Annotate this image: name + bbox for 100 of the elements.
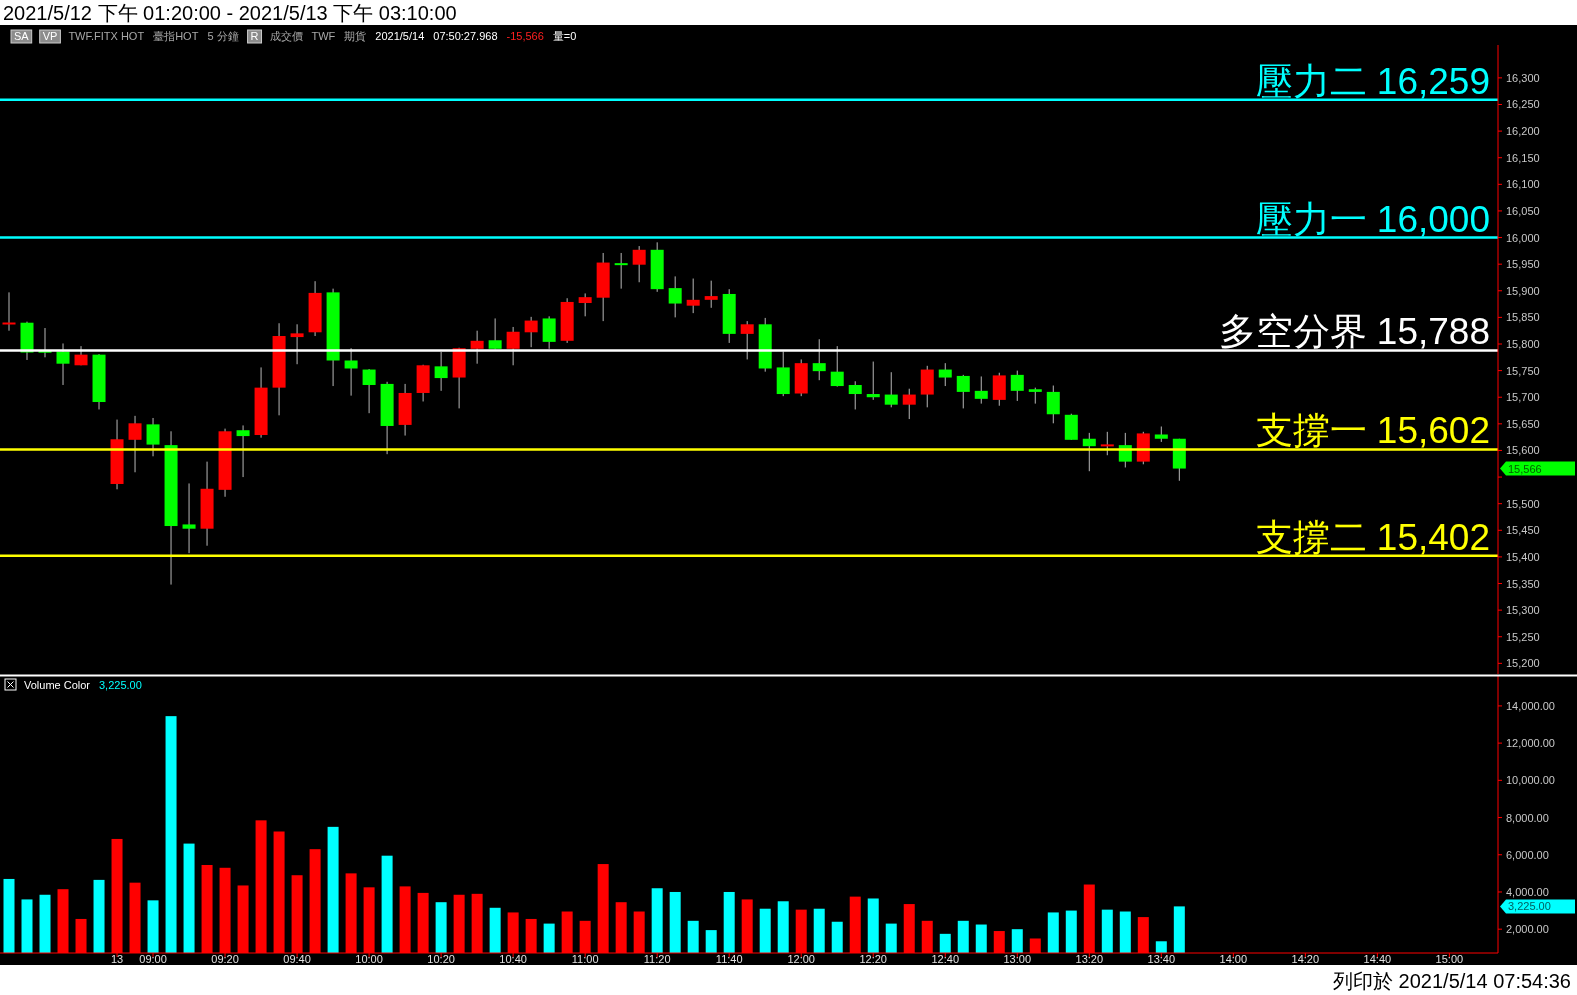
x-tick-label: 13:20 xyxy=(1075,953,1104,965)
annotation: 3,225.00 xyxy=(99,679,142,691)
x-tick-label: 10:40 xyxy=(499,953,527,965)
candlestick xyxy=(884,371,898,408)
y-tick-label: 15,650 xyxy=(1506,417,1540,430)
y-tick-label: 16,200 xyxy=(1506,125,1540,138)
y-tick-label: 16,000 xyxy=(1506,231,1540,244)
y-tick-label: 15,600 xyxy=(1506,444,1540,457)
text: 量=0 xyxy=(552,30,577,42)
x-tick-label: 14:20 xyxy=(1291,953,1320,965)
x-tick-label: 12:20 xyxy=(859,953,887,965)
text: SA xyxy=(14,30,30,42)
y-tick-label: 16,300 xyxy=(1506,71,1540,84)
text: -15,566 xyxy=(506,30,544,42)
candlestick xyxy=(848,380,862,410)
x-tick-label: 10:20 xyxy=(427,953,455,965)
text: TWF.FITX HOT xyxy=(68,30,145,42)
ref-line-label: 支撐一 15,602 xyxy=(1255,410,1490,452)
candlestick xyxy=(902,388,916,420)
y-tick-label: 16,150 xyxy=(1506,151,1540,164)
text: 3,225.00 xyxy=(1508,900,1551,913)
ref-line-label: 壓力二 16,259 xyxy=(1255,60,1490,102)
y-tick-label: 15,900 xyxy=(1506,284,1540,297)
candlestick xyxy=(506,326,520,366)
candlestick xyxy=(1100,431,1114,456)
x-tick-label: 12:00 xyxy=(787,953,815,965)
x-tick-label: 15:00 xyxy=(1435,953,1464,965)
candlestick xyxy=(236,424,250,478)
y-tick-label: 14,000.00 xyxy=(1506,699,1555,712)
y-tick-label: 15,700 xyxy=(1506,391,1540,404)
candlestick xyxy=(866,361,880,401)
text: 5 分鐘 xyxy=(207,30,239,42)
y-tick-label: 15,300 xyxy=(1506,604,1540,617)
y-tick-label: 15,350 xyxy=(1506,577,1540,590)
x-tick-label: 13:40 xyxy=(1147,953,1176,965)
candlestick xyxy=(1082,432,1096,472)
text: TWF xyxy=(311,30,336,42)
y-tick-label: 6,000.00 xyxy=(1506,848,1549,861)
text: R xyxy=(250,30,259,42)
text: 2021/5/14 xyxy=(375,30,425,42)
candlestick xyxy=(956,374,970,409)
y-tick-label: 10,000.00 xyxy=(1506,774,1555,787)
x-tick-label: 09:20 xyxy=(211,953,239,965)
candlestick xyxy=(1046,385,1060,424)
x-tick-label: 14:40 xyxy=(1363,953,1392,965)
candlestick xyxy=(362,368,376,414)
text: 列印於 2021/5/14 07:54:36 xyxy=(1333,970,1571,992)
x-tick-label: 13 xyxy=(110,953,124,965)
y-tick-label: 12,000.00 xyxy=(1506,737,1555,750)
y-tick-label: 15,250 xyxy=(1506,630,1540,643)
annotation: Volume Color xyxy=(24,679,91,691)
candlestick xyxy=(704,280,718,309)
candlestick xyxy=(128,415,142,473)
text: VP xyxy=(42,30,58,42)
candlestick xyxy=(1010,370,1024,402)
candlestick xyxy=(56,342,70,386)
ref-line-label: 壓力一 16,000 xyxy=(1255,198,1490,240)
x-tick-label: 11:00 xyxy=(571,953,599,965)
y-tick-label: 16,100 xyxy=(1506,178,1540,191)
y-tick-label: 2,000.00 xyxy=(1506,923,1549,936)
y-tick-label: 15,800 xyxy=(1506,338,1540,350)
candlestick xyxy=(470,330,484,365)
y-tick-label: 15,450 xyxy=(1506,524,1540,537)
candlestick xyxy=(614,252,628,290)
candlestick xyxy=(938,362,952,387)
candlestick xyxy=(2,291,16,332)
y-tick-label: 15,850 xyxy=(1506,311,1540,324)
y-tick-label: 15,500 xyxy=(1506,497,1540,510)
y-tick-label: 16,250 xyxy=(1506,98,1540,111)
y-tick-label: 15,950 xyxy=(1506,258,1540,271)
y-tick-label: 16,050 xyxy=(1506,204,1540,217)
candlestick xyxy=(524,316,538,348)
candlestick xyxy=(830,345,844,388)
x-tick-label: 11:40 xyxy=(715,953,743,965)
candlestick xyxy=(686,278,700,314)
candlestick xyxy=(146,417,160,457)
candlestick xyxy=(632,245,646,283)
y-tick-label: 15,750 xyxy=(1506,364,1540,377)
candlestick xyxy=(290,323,304,365)
ref-line-label: 支撐二 15,402 xyxy=(1255,516,1490,558)
y-tick-label: 8,000.00 xyxy=(1506,811,1549,824)
candlestick xyxy=(974,375,988,405)
candlestick xyxy=(740,320,754,360)
text: 期貨 xyxy=(344,30,367,42)
candlestick xyxy=(542,315,556,350)
candlestick xyxy=(182,482,196,554)
y-tick-label: 15,200 xyxy=(1506,657,1540,670)
x-tick-label: 11:20 xyxy=(643,953,671,965)
x-tick-label: 09:40 xyxy=(283,953,311,965)
x-tick-label: 12:40 xyxy=(931,953,960,965)
candlestick xyxy=(488,317,502,350)
y-tick-label: 4,000.00 xyxy=(1506,885,1549,898)
text: 成交價 xyxy=(269,30,303,42)
chart-title: 2021/5/12 下午 01:20:00 - 2021/5/13 下午 03:10:00 xyxy=(3,2,457,24)
text: 臺指HOT xyxy=(153,30,199,42)
text: 07:50:27.968 xyxy=(433,30,498,42)
candlestick xyxy=(434,351,448,392)
text: 15,566 xyxy=(1508,462,1542,475)
x-tick-label: 10:00 xyxy=(355,953,383,965)
candlestick xyxy=(668,275,682,318)
